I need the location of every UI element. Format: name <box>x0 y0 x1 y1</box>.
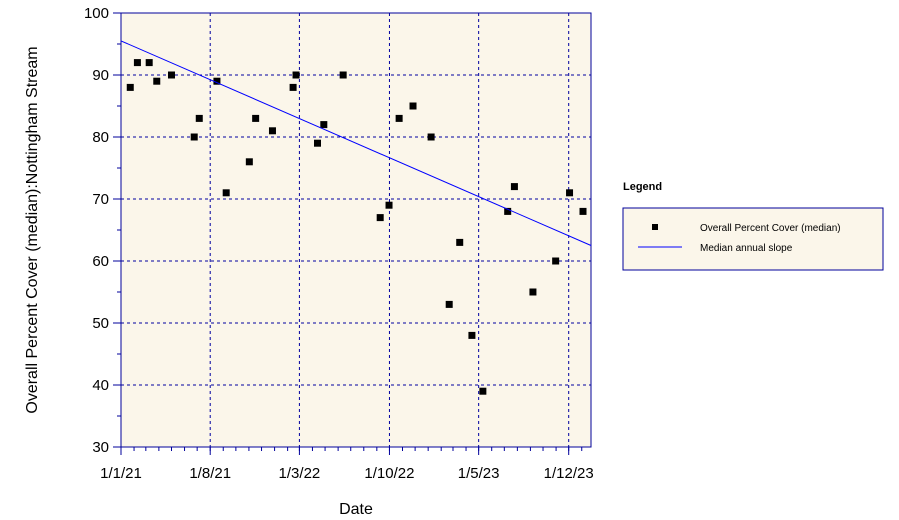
data-point <box>133 59 141 67</box>
data-point <box>245 158 253 166</box>
data-point <box>376 214 384 222</box>
y-tick-label: 30 <box>92 439 109 456</box>
data-point <box>385 201 393 209</box>
plot-area <box>121 13 591 447</box>
data-point <box>292 71 300 79</box>
x-tick-label: 1/10/22 <box>364 465 414 482</box>
y-tick-label: 60 <box>92 253 109 270</box>
y-tick-label: 80 <box>92 129 109 146</box>
data-point <box>167 71 175 79</box>
data-point <box>566 189 574 197</box>
data-point <box>504 207 512 215</box>
data-point <box>456 238 464 246</box>
y-tick-label: 50 <box>92 315 109 332</box>
trend-line <box>120 40 592 246</box>
data-point <box>339 71 347 79</box>
legend-title: Legend <box>623 181 662 193</box>
y-tick-label: 100 <box>84 5 109 22</box>
y-tick-label: 70 <box>92 191 109 208</box>
data-point <box>126 83 134 91</box>
legend-marker-symbol <box>652 224 658 230</box>
data-point <box>468 331 476 339</box>
data-point <box>529 288 537 296</box>
data-point <box>409 102 417 110</box>
data-point <box>313 139 321 147</box>
data-point <box>145 59 153 67</box>
x-tick-label: 1/1/21 <box>100 465 142 482</box>
data-point <box>195 114 203 122</box>
data-point <box>579 207 587 215</box>
x-tick-label: 1/3/22 <box>279 465 321 482</box>
data-point <box>320 121 328 129</box>
x-axis-title: Date <box>339 501 373 518</box>
data-point <box>479 387 487 395</box>
data-point <box>445 300 453 308</box>
data-point <box>190 133 198 141</box>
x-tick-label: 1/8/21 <box>189 465 231 482</box>
data-point <box>395 114 403 122</box>
data-point <box>552 257 560 265</box>
y-tick-label: 40 <box>92 377 109 394</box>
data-point <box>153 77 161 85</box>
y-axis-title: Overall Percent Cover (median):Nottingha… <box>24 46 41 413</box>
data-point <box>427 133 435 141</box>
x-tick-label: 1/12/23 <box>544 465 594 482</box>
legend-box <box>622 207 884 271</box>
legend-entry-label: Overall Percent Cover (median) <box>700 223 841 234</box>
legend-entry-label: Median annual slope <box>700 243 793 254</box>
data-point <box>268 127 276 135</box>
y-tick-label: 90 <box>92 67 109 84</box>
data-point <box>289 83 297 91</box>
data-point <box>510 183 518 191</box>
data-point <box>213 77 221 85</box>
data-point <box>252 114 260 122</box>
data-point <box>222 189 230 197</box>
x-tick-label: 1/5/23 <box>458 465 500 482</box>
